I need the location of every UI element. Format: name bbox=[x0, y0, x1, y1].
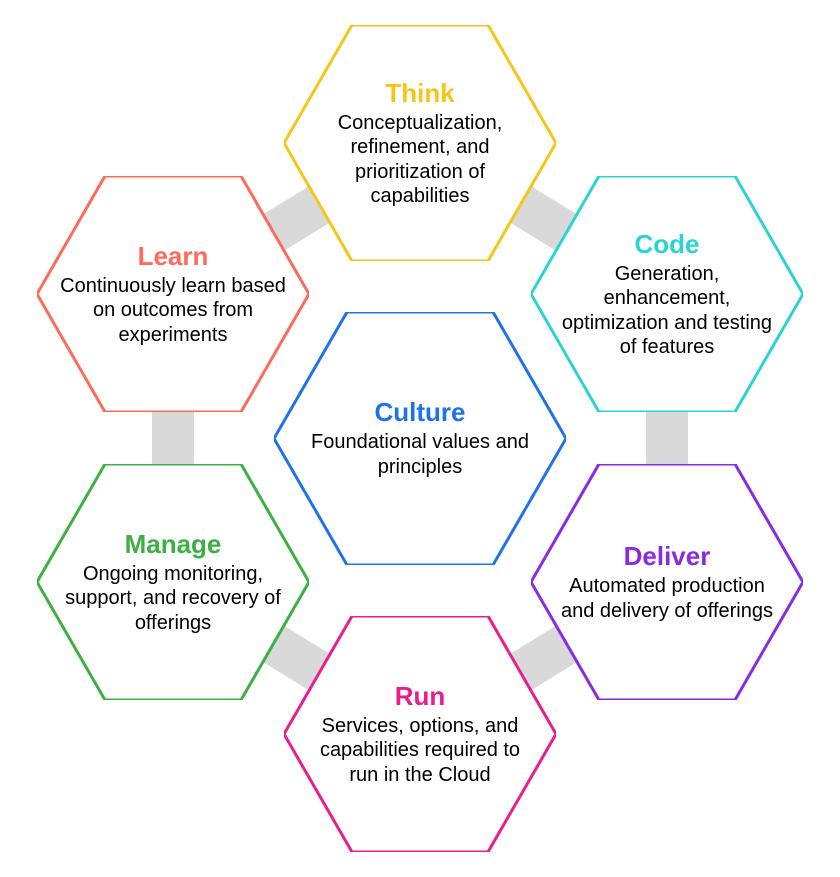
culture-desc: Foundational values and principles bbox=[296, 430, 544, 479]
hex-deliver: Deliver Automated production and deliver… bbox=[531, 464, 803, 700]
hex-manage: Manage Ongoing monitoring, support, and … bbox=[37, 464, 309, 700]
hex-run: Run Services, options, and capabilities … bbox=[284, 616, 556, 852]
run-desc: Services, options, and capabilities requ… bbox=[306, 714, 534, 787]
hex-code: Code Generation, enhancement, optimizati… bbox=[531, 176, 803, 412]
learn-title: Learn bbox=[59, 241, 287, 272]
hex-learn: Learn Continuously learn based on outcom… bbox=[37, 176, 309, 412]
learn-desc: Continuously learn based on outcomes fro… bbox=[59, 274, 287, 347]
manage-desc: Ongoing monitoring, support, and recover… bbox=[59, 562, 287, 635]
deliver-title: Deliver bbox=[553, 541, 781, 572]
hex-think: Think Conceptualization, refinement, and… bbox=[284, 25, 556, 261]
deliver-desc: Automated production and delivery of off… bbox=[553, 574, 781, 623]
manage-title: Manage bbox=[59, 529, 287, 560]
hex-culture: Culture Foundational values and principl… bbox=[274, 312, 566, 565]
run-title: Run bbox=[306, 681, 534, 712]
culture-title: Culture bbox=[296, 397, 544, 428]
think-desc: Conceptualization, refinement, and prior… bbox=[306, 111, 534, 209]
code-desc: Generation, enhancement, optimization an… bbox=[553, 262, 781, 360]
code-title: Code bbox=[553, 229, 781, 260]
think-title: Think bbox=[306, 78, 534, 109]
diagram-canvas: Culture Foundational values and principl… bbox=[0, 0, 840, 877]
